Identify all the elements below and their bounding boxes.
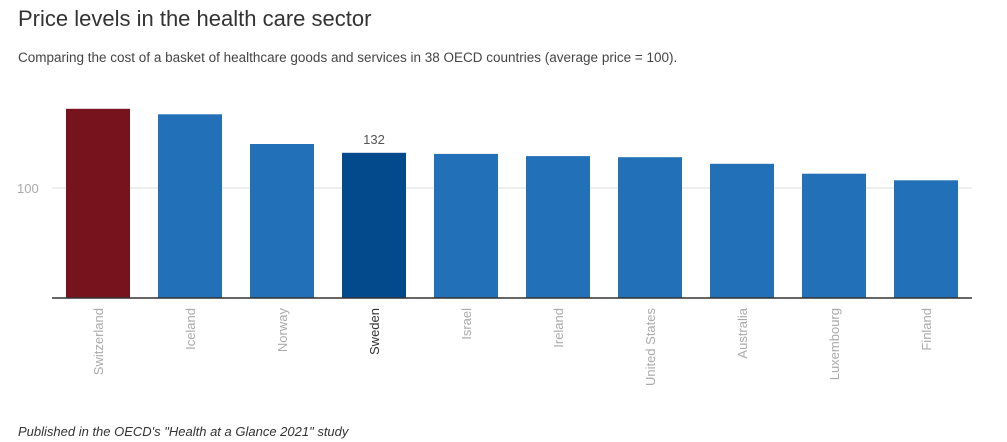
chart-subtitle: Comparing the cost of a basket of health… bbox=[18, 50, 678, 65]
source-note: Published in the OECD's "Health at a Gla… bbox=[18, 424, 349, 439]
bar-switzerland bbox=[66, 108, 130, 298]
bar-ireland bbox=[526, 156, 590, 298]
x-tick-label-sweden: Sweden bbox=[367, 308, 382, 355]
x-tick-label-united-states: United States bbox=[643, 308, 658, 387]
bar-australia bbox=[710, 163, 774, 298]
bar-luxembourg bbox=[802, 173, 866, 298]
y-tick-label-100: 100 bbox=[17, 181, 39, 196]
bar-iceland bbox=[158, 114, 222, 298]
x-tick-label-ireland: Ireland bbox=[551, 308, 566, 348]
bar-norway bbox=[250, 144, 314, 298]
x-tick-label-israel: Israel bbox=[459, 308, 474, 340]
x-tick-label-australia: Australia bbox=[735, 307, 750, 358]
bar-united-states bbox=[618, 157, 682, 298]
x-tick-label-iceland: Iceland bbox=[183, 308, 198, 350]
x-tick-label-luxembourg: Luxembourg bbox=[827, 308, 842, 380]
bar-finland bbox=[894, 180, 958, 298]
bar-israel bbox=[434, 153, 498, 298]
x-tick-label-norway: Norway bbox=[275, 308, 290, 353]
data-label-sweden: 132 bbox=[363, 132, 385, 147]
x-tick-label-switzerland: Switzerland bbox=[91, 308, 106, 375]
x-tick-label-finland: Finland bbox=[919, 308, 934, 351]
bar-sweden bbox=[342, 152, 406, 298]
chart-title: Price levels in the health care sector bbox=[18, 6, 372, 31]
